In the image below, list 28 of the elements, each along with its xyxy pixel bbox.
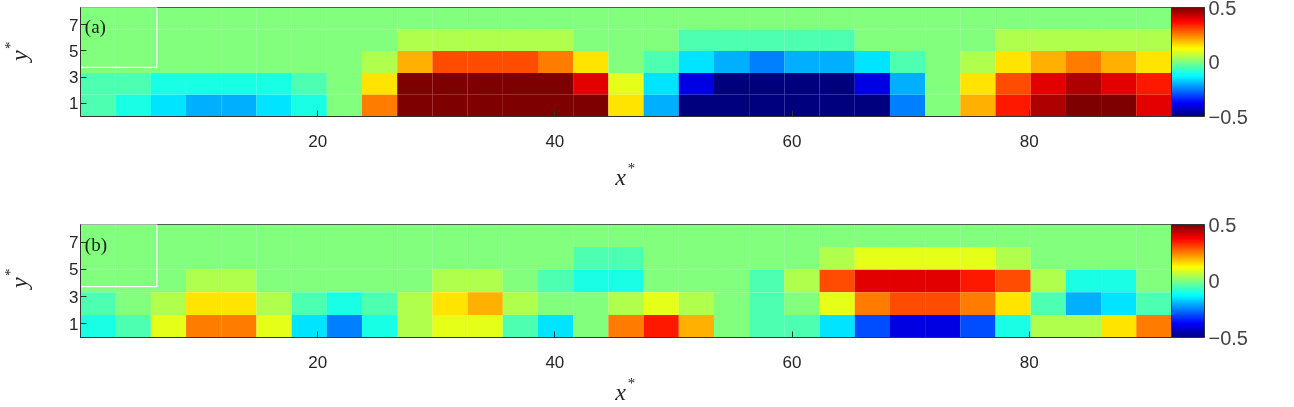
color-bar-label: 0.5 <box>1208 213 1237 236</box>
color-bar-label: 0 <box>1208 51 1220 73</box>
x-tick-label: 60 <box>782 352 802 372</box>
color-bar-label: −0.5 <box>1208 105 1248 128</box>
y-tick-label: 3 <box>69 287 79 307</box>
x-tick-label: 40 <box>545 131 565 151</box>
x-tick-label: 80 <box>1019 352 1039 372</box>
y-tick-label: 5 <box>69 260 79 280</box>
color-bar-label: −0.5 <box>1208 326 1248 349</box>
x-tick-label: 20 <box>308 131 328 151</box>
x-axis-title: x* <box>614 159 635 190</box>
color-bar-label: 0 <box>1208 270 1220 292</box>
annotation: (a) <box>84 16 106 39</box>
y-axis-title: y* <box>1 41 32 64</box>
annotation: (b) <box>84 233 108 256</box>
x-tick-label: 40 <box>545 352 565 372</box>
y-tick-label: 1 <box>69 314 79 334</box>
color-bar-label: 0.5 <box>1208 0 1237 19</box>
y-tick-label: 7 <box>69 15 79 35</box>
y-axis-title: y* <box>1 268 32 290</box>
x-axis-title: x* <box>614 374 635 405</box>
y-tick-label: 1 <box>69 94 79 114</box>
x-tick-label: 20 <box>308 352 328 372</box>
x-tick-label: 80 <box>1019 131 1039 151</box>
y-tick-label: 3 <box>69 68 79 88</box>
y-tick-label: 7 <box>69 233 79 253</box>
y-tick-label: 5 <box>69 41 79 61</box>
x-tick-label: 60 <box>782 131 802 151</box>
